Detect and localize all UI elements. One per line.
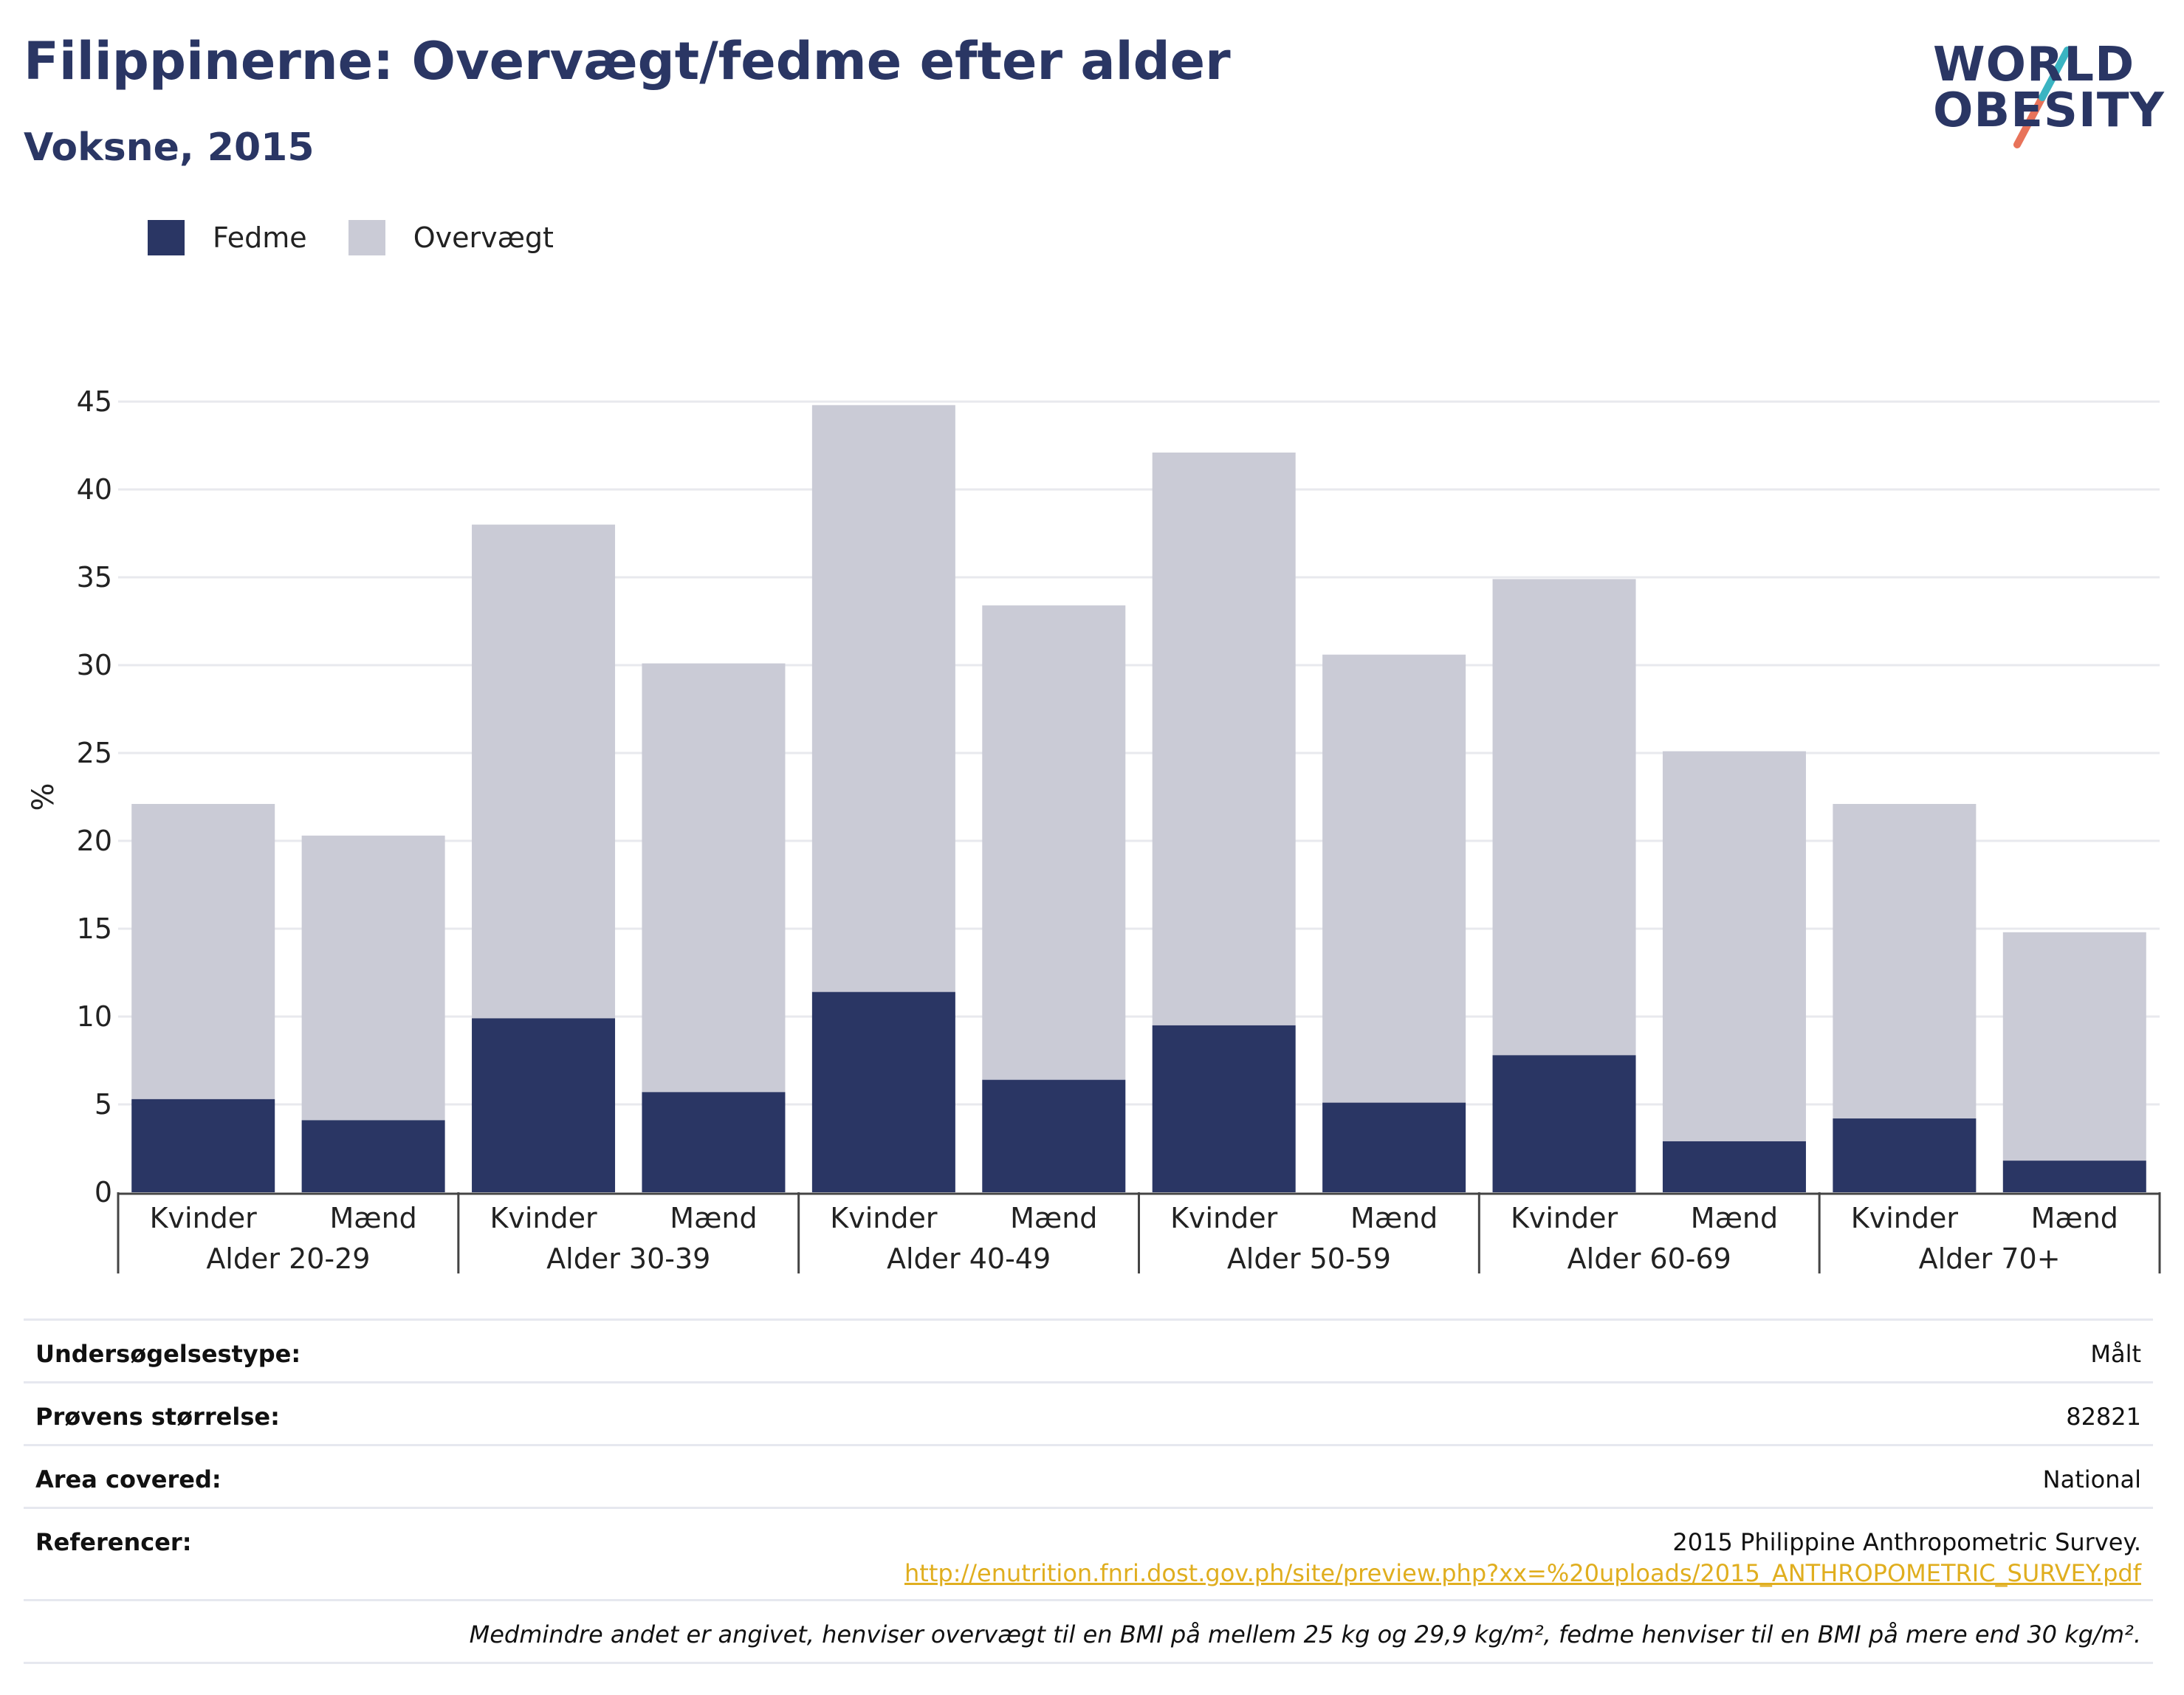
bar-chart: 0 5 10 15 20 25 30 35 40 45% Kvinder Mænd Kvinder Mæn… [27, 385, 2161, 1275]
bar-overvaegt[interactable] [1492, 579, 1636, 1056]
x-category-label: Kvinder [150, 1202, 258, 1234]
bar-overvaegt[interactable] [1662, 751, 1806, 1141]
bmi-note: Medmindre andet er angivet, henviser ove… [469, 1620, 2141, 1648]
y-tick-label: 20 [77, 825, 112, 857]
x-group-label: Alder 20-29 [206, 1242, 370, 1275]
legend-item-overvaegt[interactable]: Overvægt [348, 220, 554, 255]
bar-fedme[interactable] [811, 991, 955, 1192]
y-axis-label: % [27, 783, 61, 811]
y-tick-label: 35 [77, 561, 112, 594]
bar-overvaegt[interactable] [301, 835, 445, 1121]
bar-overvaegt[interactable] [1152, 453, 1296, 1025]
bar-fedme[interactable] [1152, 1025, 1296, 1192]
y-tick-label: 30 [77, 649, 112, 681]
x-category-label: Mænd [329, 1202, 416, 1234]
info-row-references: Referencer: 2015 Philippine Anthropometr… [24, 1507, 2153, 1599]
area-label: Area covered: [35, 1465, 222, 1493]
legend-swatch-fedme [148, 220, 185, 255]
logo-text-world: WORLD [1933, 38, 2135, 92]
bar-fedme[interactable] [982, 1079, 1126, 1192]
references-label: Referencer: [35, 1528, 192, 1556]
info-row-note: Medmindre andet er angivet, henviser ove… [24, 1599, 2153, 1664]
x-group-label: Alder 70+ [1919, 1242, 2061, 1275]
x-category-label: Kvinder [1170, 1202, 1278, 1234]
survey-info-table: Undersøgelsestype: Målt Prøvens størrels… [24, 1318, 2153, 1664]
x-group-label: Alder 30-39 [546, 1242, 710, 1275]
sample-size-value: 82821 [2066, 1403, 2141, 1431]
references-value: 2015 Philippine Anthropometric Survey. h… [904, 1528, 2141, 1587]
y-tick-label: 25 [77, 737, 112, 769]
x-category-label: Kvinder [1511, 1202, 1618, 1234]
x-category-label: Kvinder [830, 1202, 938, 1234]
references-text: 2015 Philippine Anthropometric Survey. [1672, 1528, 2141, 1556]
y-tick-label: 15 [77, 912, 112, 945]
y-tick-label: 0 [95, 1176, 112, 1208]
page-title: Filippinerne: Overvægt/fedme efter alder [24, 31, 1231, 92]
bar-overvaegt[interactable] [811, 405, 955, 992]
x-group-label: Alder 50-59 [1227, 1242, 1391, 1275]
info-row-survey-type: Undersøgelsestype: Målt [24, 1318, 2153, 1381]
bar-fedme[interactable] [1662, 1141, 1806, 1192]
sample-size-label: Prøvens størrelse: [35, 1403, 280, 1431]
x-group-label: Alder 40-49 [887, 1242, 1051, 1275]
bar-fedme[interactable] [1492, 1055, 1636, 1192]
logo-text-obesity: OBESITY [1933, 83, 2165, 138]
x-category-label: Mænd [2031, 1202, 2118, 1234]
bar-overvaegt[interactable] [982, 605, 1126, 1080]
legend-label-overvaegt: Overvægt [413, 221, 554, 254]
legend-label-fedme: Fedme [213, 221, 307, 254]
bar-fedme[interactable] [1322, 1102, 1466, 1192]
bar-fedme[interactable] [642, 1092, 786, 1192]
bar-fedme[interactable] [301, 1120, 445, 1192]
bar-overvaegt[interactable] [642, 663, 786, 1093]
bar-overvaegt[interactable] [131, 804, 275, 1099]
bar-fedme[interactable] [472, 1018, 616, 1192]
y-tick-label: 5 [95, 1088, 112, 1121]
bar-fedme[interactable] [1833, 1118, 1977, 1192]
x-category-label: Kvinder [490, 1202, 597, 1234]
y-tick-label: 10 [77, 1000, 112, 1033]
bar-overvaegt[interactable] [1322, 654, 1466, 1103]
page-subtitle: Voksne, 2015 [24, 126, 315, 170]
chart-legend: Fedme Overvægt [148, 220, 595, 255]
survey-type-value: Målt [2090, 1340, 2141, 1368]
x-category-label: Kvinder [1851, 1202, 1959, 1234]
info-row-area: Area covered: National [24, 1444, 2153, 1507]
x-category-label: Mænd [1350, 1202, 1438, 1234]
y-tick-label: 40 [77, 473, 112, 506]
survey-type-label: Undersøgelsestype: [35, 1340, 301, 1368]
references-link[interactable]: http://enutrition.fnri.dost.gov.ph/site/… [904, 1559, 2141, 1587]
x-category-label: Mænd [1691, 1202, 1778, 1234]
y-tick-label: 45 [77, 385, 112, 418]
x-category-label: Mænd [1010, 1202, 1097, 1234]
info-row-sample-size: Prøvens størrelse: 82821 [24, 1381, 2153, 1444]
bar-overvaegt[interactable] [1833, 804, 1977, 1119]
world-obesity-logo: WORLD OBESITY [1920, 15, 2171, 162]
legend-item-fedme[interactable]: Fedme [148, 220, 307, 255]
logo-slash-icon [2013, 47, 2071, 148]
bar-overvaegt[interactable] [472, 524, 616, 1019]
bar-fedme[interactable] [2002, 1161, 2146, 1192]
x-category-label: Mænd [670, 1202, 757, 1234]
area-value: National [2042, 1465, 2141, 1493]
bar-overvaegt[interactable] [2002, 932, 2146, 1161]
bar-fedme[interactable] [131, 1099, 275, 1192]
x-group-label: Alder 60-69 [1567, 1242, 1731, 1275]
legend-swatch-overvaegt [348, 220, 385, 255]
